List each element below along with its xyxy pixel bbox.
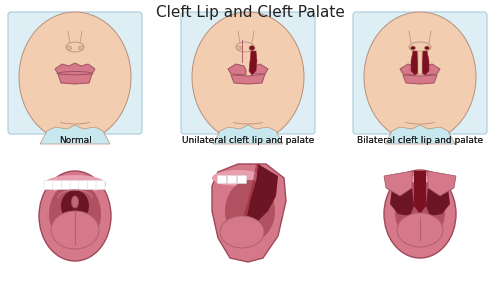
Ellipse shape xyxy=(212,170,264,186)
Ellipse shape xyxy=(364,12,476,142)
Polygon shape xyxy=(385,125,455,144)
Ellipse shape xyxy=(61,190,89,222)
Ellipse shape xyxy=(424,46,430,50)
Polygon shape xyxy=(426,171,450,216)
Ellipse shape xyxy=(225,180,275,242)
Ellipse shape xyxy=(395,181,445,243)
Ellipse shape xyxy=(220,216,264,248)
Ellipse shape xyxy=(236,42,254,52)
FancyBboxPatch shape xyxy=(78,181,88,189)
Polygon shape xyxy=(411,51,418,75)
Polygon shape xyxy=(384,171,412,196)
Ellipse shape xyxy=(66,46,71,50)
Ellipse shape xyxy=(51,211,99,249)
Text: Bilateral cleft lip and palate: Bilateral cleft lip and palate xyxy=(357,136,483,145)
Ellipse shape xyxy=(236,46,242,50)
Ellipse shape xyxy=(384,170,456,258)
FancyBboxPatch shape xyxy=(218,176,226,183)
Polygon shape xyxy=(252,64,268,74)
Polygon shape xyxy=(58,74,92,84)
FancyBboxPatch shape xyxy=(228,176,236,183)
FancyBboxPatch shape xyxy=(238,176,246,183)
Ellipse shape xyxy=(19,12,131,142)
Polygon shape xyxy=(414,171,426,214)
Polygon shape xyxy=(212,164,286,262)
Polygon shape xyxy=(428,171,456,196)
Text: Cleft Lip and Cleft Palate: Cleft Lip and Cleft Palate xyxy=(156,5,344,20)
Ellipse shape xyxy=(249,45,255,51)
Ellipse shape xyxy=(389,176,451,192)
FancyBboxPatch shape xyxy=(52,181,62,189)
Polygon shape xyxy=(418,51,422,75)
FancyBboxPatch shape xyxy=(88,181,96,189)
Polygon shape xyxy=(425,64,440,75)
FancyBboxPatch shape xyxy=(181,12,315,134)
Polygon shape xyxy=(228,64,246,75)
Polygon shape xyxy=(249,51,257,75)
Ellipse shape xyxy=(72,196,78,208)
FancyBboxPatch shape xyxy=(44,181,53,189)
Polygon shape xyxy=(422,51,429,75)
Ellipse shape xyxy=(410,46,416,50)
Polygon shape xyxy=(213,125,283,144)
FancyBboxPatch shape xyxy=(8,12,142,134)
Polygon shape xyxy=(246,164,278,226)
Ellipse shape xyxy=(78,46,84,50)
Ellipse shape xyxy=(49,181,101,247)
Text: Normal: Normal xyxy=(58,136,92,145)
Polygon shape xyxy=(55,63,95,76)
Polygon shape xyxy=(40,125,110,144)
FancyBboxPatch shape xyxy=(70,181,79,189)
Polygon shape xyxy=(400,64,415,75)
Polygon shape xyxy=(242,164,258,221)
Text: Unilateral cleft lip and palate: Unilateral cleft lip and palate xyxy=(182,136,314,145)
Polygon shape xyxy=(231,74,265,84)
Polygon shape xyxy=(403,75,437,84)
Ellipse shape xyxy=(66,42,84,52)
Ellipse shape xyxy=(409,42,431,52)
Ellipse shape xyxy=(397,213,443,247)
FancyBboxPatch shape xyxy=(62,181,70,189)
Polygon shape xyxy=(390,171,414,216)
Text: Unilateral cleft lip and palate: Unilateral cleft lip and palate xyxy=(182,136,314,145)
Polygon shape xyxy=(416,67,424,74)
FancyBboxPatch shape xyxy=(353,12,487,134)
Ellipse shape xyxy=(192,12,304,142)
FancyBboxPatch shape xyxy=(96,181,105,189)
Text: Normal: Normal xyxy=(58,136,92,145)
Ellipse shape xyxy=(39,171,111,261)
Text: Bilateral cleft lip and palate: Bilateral cleft lip and palate xyxy=(357,136,483,145)
Ellipse shape xyxy=(44,175,106,193)
